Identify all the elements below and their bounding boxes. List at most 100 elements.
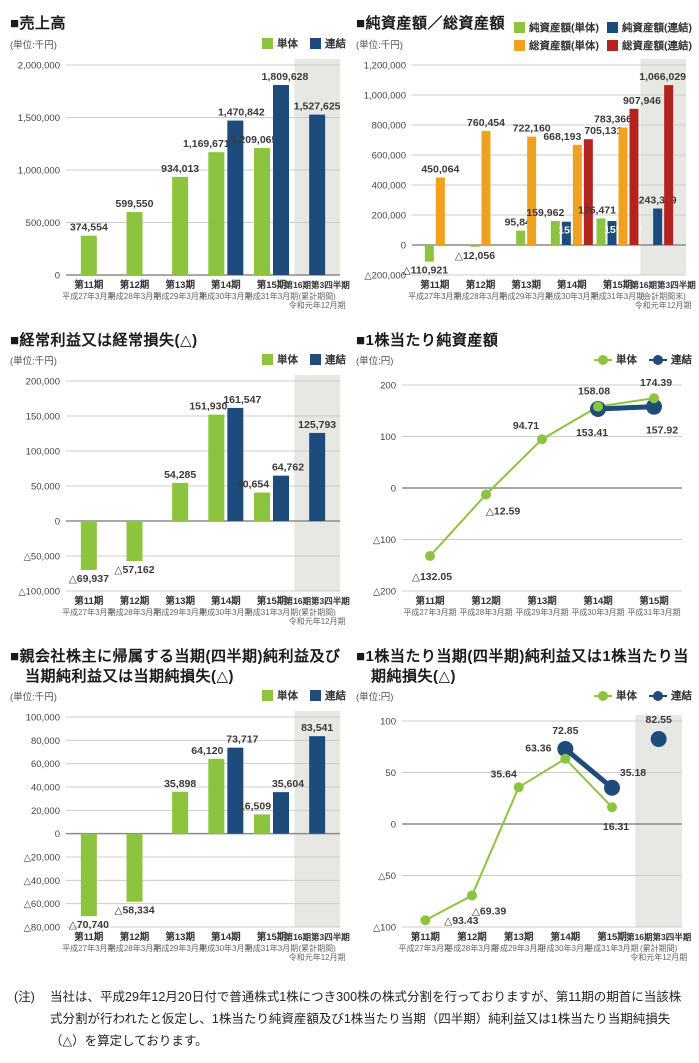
x-category-sublabel: 平成28年3月期 — [108, 607, 161, 617]
x-category-sublabel: 平成28年3月期 — [445, 943, 498, 953]
bar — [470, 244, 480, 247]
legend-item: 単体 — [262, 36, 298, 51]
x-category-sublabel: 平成29年3月期 — [153, 607, 206, 617]
data-point — [537, 434, 547, 445]
x-category-sublabel: (累計期間) — [299, 291, 337, 301]
y-tick-label: 1,200,000 — [364, 60, 406, 71]
legend: 単体 連結 — [594, 352, 692, 367]
bar — [273, 792, 289, 834]
line-series — [597, 404, 655, 412]
value-label: 1,169,671 — [183, 138, 230, 150]
unit-label: (単位:千円) — [10, 692, 57, 703]
bar — [583, 138, 593, 245]
x-category-sublabel: 平成28年3月期 — [108, 943, 161, 953]
x-category-sublabel: 平成29年3月期 — [499, 291, 552, 301]
x-category-sublabel: (累計期間) — [299, 943, 337, 953]
bar — [126, 211, 143, 275]
x-category-label: 第15期 — [257, 931, 287, 943]
x-category-label: 第12期 — [457, 931, 487, 943]
x-category-sublabel: 平成31年3月期 — [591, 291, 644, 301]
value-label: 1,809,628 — [262, 70, 309, 82]
legend-label: 連結 — [671, 354, 692, 366]
y-tick-label: 200,000 — [26, 377, 60, 388]
x-category-label: 第14期 — [551, 931, 581, 943]
x-category-label: 第15期 — [257, 279, 287, 291]
legend-item: 総資産額(単体) — [514, 38, 599, 53]
legend-item: 連結 — [310, 688, 346, 703]
bar — [629, 108, 639, 245]
unit-legend-row: (単位:円) 単体 連結 — [356, 688, 692, 703]
x-category-label: 第16期第3四半期 — [285, 280, 351, 290]
value-label: 934,013 — [161, 162, 199, 174]
x-category-sublabel: 平成29年3月期 — [153, 291, 206, 301]
legend: 単体 連結 — [262, 36, 346, 51]
unit-label: (単位:千円) — [10, 39, 57, 51]
value-label: △12,056 — [455, 249, 495, 261]
chart-canvas-ordinary-profit-loss: △100,000 △50,000 0 50,000 100,000 150,000 200,… — [18, 375, 350, 626]
value-label: 64,120 — [191, 745, 223, 757]
chart-panel-sales: ■売上高 (単位:千円) 単体 連結 0 500,000 1,000,000 1,500,00… — [10, 8, 350, 323]
chart-title: ■経常利益又は経常損失(△) — [10, 331, 198, 349]
chart-panel-net-income-attributable-to-parent: ■親会社株主に帰属する当期(四半期)純利益及び当期純利益又は当期純損失(△) (単… — [10, 641, 350, 975]
x-category-label: 第16期第3四半期 — [285, 596, 351, 606]
y-tick-label: 0 — [391, 484, 396, 495]
value-label: 705,131 — [584, 125, 622, 137]
chart-panel-net-income-per-share: ■1株当たり当期(四半期)純利益又は1株当たり当期純損失(△) (単位:円) 単体 連… — [356, 641, 692, 975]
highlight-band — [640, 58, 686, 275]
value-label: 72.85 — [552, 725, 578, 737]
x-category-label: 第16期第3四半期 — [626, 932, 692, 942]
value-label: 760,454 — [467, 116, 505, 128]
bar — [254, 492, 270, 521]
legend-item: 連結 — [310, 352, 346, 367]
value-label: 83,541 — [301, 722, 333, 734]
y-tick-label: △200,000 — [364, 270, 406, 281]
unit-label: (単位:千円) — [356, 39, 403, 51]
unit-label: (単位:円) — [356, 356, 394, 367]
highlight-band — [635, 715, 682, 927]
value-label: 1,527,625 — [294, 100, 341, 112]
x-category-sublabel: 平成31年3月期 — [585, 943, 638, 953]
bar — [80, 521, 97, 570]
value-label: 783,366 — [594, 113, 632, 125]
bar — [561, 221, 571, 245]
bar — [572, 144, 582, 245]
value-label: 94.71 — [513, 420, 539, 432]
x-category-label: 第11期 — [415, 595, 444, 607]
x-category-label: 第14期 — [211, 595, 241, 607]
value-label: 1,470,842 — [218, 106, 265, 118]
data-point — [481, 489, 491, 500]
bar — [172, 483, 189, 521]
legend-item: 純資産額(連結) — [607, 20, 692, 35]
value-label: 158.08 — [578, 386, 610, 398]
value-label: △69.39 — [472, 905, 507, 917]
charts-grid: ■売上高 (単位:千円) 単体 連結 0 500,000 1,000,000 1,500,00… — [10, 8, 696, 975]
bar — [653, 207, 663, 245]
legend-label: 単体 — [277, 690, 298, 702]
legend-label: 総資産額(連結) — [622, 40, 692, 52]
data-point — [560, 753, 571, 764]
legend-item: 単体 — [594, 688, 637, 703]
y-tick-label: 80,000 — [31, 736, 60, 747]
x-category-label: 第15期 — [257, 595, 287, 607]
legend-item: 連結 — [310, 36, 346, 51]
data-point — [650, 730, 667, 747]
value-label: 174.39 — [640, 377, 672, 389]
y-tick-label: 0 — [55, 829, 60, 840]
y-tick-label: 0 — [55, 517, 60, 528]
chart-panel-net-assets-per-share: ■1株当たり純資産額 (単位:円) 単体 連結 △200 △100 0 100 200 △132.… — [356, 325, 692, 640]
unit-legend-row: (単位:千円) 単体 連結 — [10, 352, 346, 367]
legend: 単体 連結 — [594, 688, 692, 703]
bar — [208, 758, 225, 834]
x-category-label: 第13期 — [165, 595, 195, 607]
x-category-sublabel: 平成27年3月期 — [408, 291, 461, 301]
x-category-sublabel: 平成27年3月期 — [62, 291, 115, 301]
value-label: 151,930 — [189, 401, 227, 413]
bar — [208, 414, 225, 521]
y-tick-label: 60,000 — [31, 759, 60, 770]
x-category-label: 第13期 — [165, 931, 195, 943]
x-category-sublabel: 平成31年3月期 — [245, 943, 298, 953]
unit-label: (単位:千円) — [10, 356, 57, 367]
y-tick-label: △200 — [373, 587, 396, 598]
y-tick-label: 600,000 — [372, 150, 406, 161]
x-category-label: 第11期 — [74, 931, 103, 943]
